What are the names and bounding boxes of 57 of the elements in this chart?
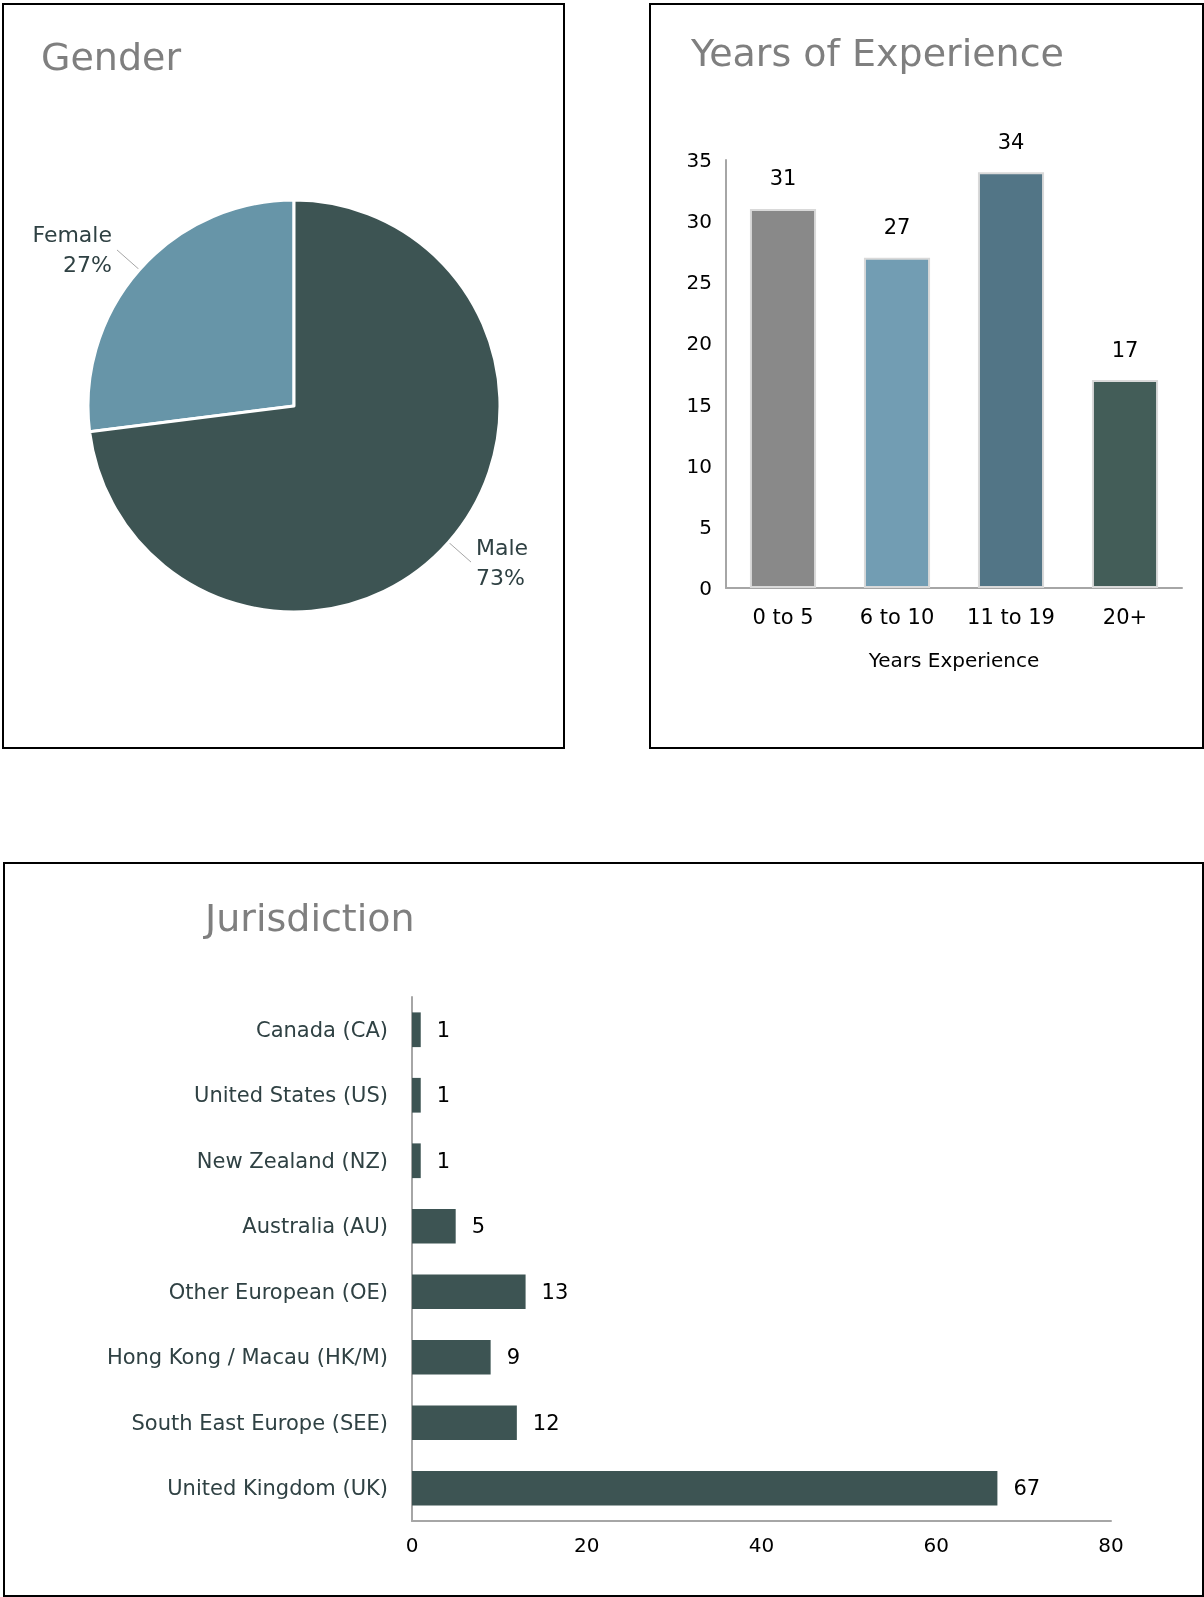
y-tick-label: 10 xyxy=(686,453,712,478)
y-tick-label: South East Europe (SEE) xyxy=(131,1410,388,1435)
x-tick-label: 80 xyxy=(1098,1533,1124,1557)
data-label: 1 xyxy=(436,1148,451,1173)
y-tick-label: 15 xyxy=(686,392,712,417)
bar xyxy=(1091,380,1159,588)
bar xyxy=(412,1405,517,1441)
x-tick-label: 11 to 19 xyxy=(967,604,1055,629)
slice-label: Female xyxy=(32,222,112,248)
bar xyxy=(412,1012,421,1048)
y-tick-label: New Zealand (NZ) xyxy=(196,1148,388,1173)
x-axis-title: Years Experience xyxy=(867,648,1040,672)
data-label: 31 xyxy=(769,166,797,191)
bar xyxy=(977,172,1045,588)
y-tick-label: Other European (OE) xyxy=(168,1279,388,1304)
bar xyxy=(412,1274,526,1310)
y-tick-label: Canada (CA) xyxy=(256,1017,388,1042)
bar xyxy=(412,1208,456,1244)
data-label: 5 xyxy=(471,1214,486,1239)
x-tick-label: 0 to 5 xyxy=(752,604,814,629)
y-tick-label: 5 xyxy=(699,514,712,539)
data-label: 9 xyxy=(506,1345,521,1370)
data-label: 17 xyxy=(1111,337,1139,362)
x-tick-label: 40 xyxy=(748,1533,775,1557)
y-tick-label: 25 xyxy=(686,270,712,295)
y-tick-label: United Kingdom (UK) xyxy=(167,1476,388,1501)
x-tick-label: 6 to 10 xyxy=(859,604,935,629)
data-label: 27 xyxy=(883,215,911,240)
chart-title: Years of Experience xyxy=(690,31,1064,75)
bar xyxy=(749,208,817,588)
y-tick-label: Australia (AU) xyxy=(242,1214,388,1239)
chart-title: Gender xyxy=(41,35,182,79)
bar xyxy=(412,1143,421,1179)
data-label: 1 xyxy=(436,1017,451,1042)
x-tick-label: 20 xyxy=(574,1533,600,1557)
y-tick-label: 0 xyxy=(699,576,712,600)
y-tick-label: 30 xyxy=(686,209,712,234)
x-tick-label: 0 xyxy=(405,1533,419,1557)
bar xyxy=(412,1077,421,1113)
data-label: 12 xyxy=(532,1410,560,1435)
bar xyxy=(412,1339,491,1375)
y-tick-label: Hong Kong / Macau (HK/M) xyxy=(106,1345,388,1370)
chart-title: Jurisdiction xyxy=(203,896,415,940)
data-label: 34 xyxy=(997,129,1025,154)
bar xyxy=(412,1470,998,1506)
bar xyxy=(863,257,931,588)
y-tick-label: 35 xyxy=(686,148,712,172)
y-tick-label: United States (US) xyxy=(194,1083,388,1108)
x-tick-label: 60 xyxy=(923,1533,949,1557)
data-label: 67 xyxy=(1013,1476,1041,1501)
slice-label: Male xyxy=(476,534,529,560)
data-label: 13 xyxy=(541,1279,569,1304)
data-label: 27% xyxy=(63,252,112,278)
data-label: 73% xyxy=(476,564,525,590)
y-tick-label: 20 xyxy=(686,331,712,356)
x-tick-label: 20+ xyxy=(1102,604,1148,629)
data-label: 1 xyxy=(436,1083,451,1108)
